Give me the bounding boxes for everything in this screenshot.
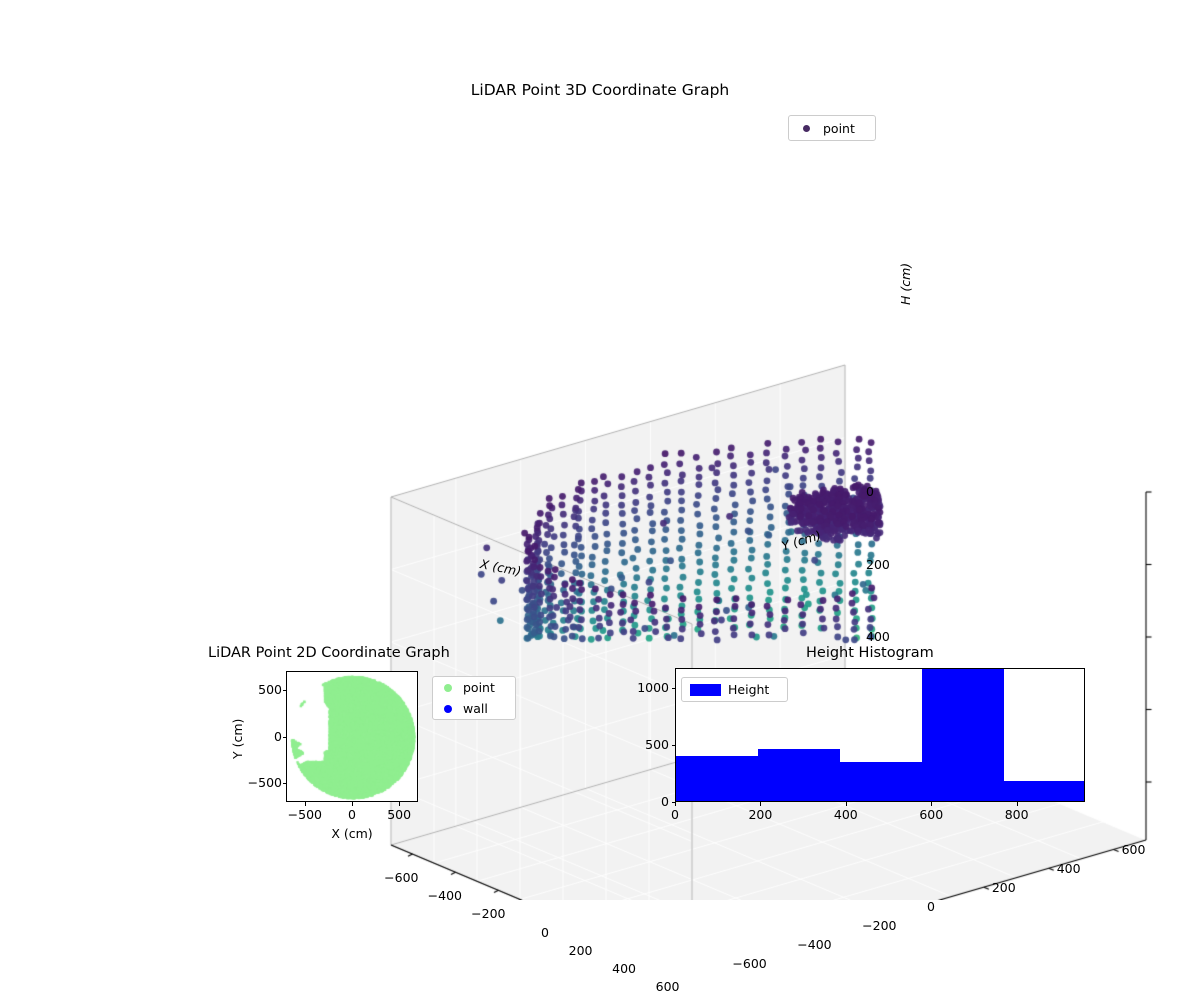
histogram-xtick-mark-0 xyxy=(675,802,676,806)
histogram-xtick-4: 800 xyxy=(1004,807,1029,822)
ytick-label-4: 200 xyxy=(991,880,1016,896)
histogram-bar-4 xyxy=(1004,781,1084,801)
ytick-label-2: −200 xyxy=(862,917,897,933)
legend-item-wall: wall xyxy=(433,698,515,719)
histogram-xtick-mark-4 xyxy=(1016,802,1018,806)
bar-patch-icon xyxy=(682,683,728,696)
circle-icon xyxy=(433,683,463,692)
plot2d-ytick-1: 0 xyxy=(274,728,282,744)
xtick-label-1: −400 xyxy=(427,888,462,904)
histogram-title: Height Histogram xyxy=(806,645,934,661)
histogram-bar-0 xyxy=(676,755,758,801)
ztick-label-1: 200 xyxy=(866,556,890,572)
histogram-ytick-0: 0 xyxy=(661,794,669,809)
xtick-label-3: 0 xyxy=(541,924,549,940)
legend-item-point: point xyxy=(433,677,515,698)
legend-histogram[interactable]: Height xyxy=(681,677,788,702)
xtick-label-4: 200 xyxy=(568,942,593,958)
xtick-label-0: −600 xyxy=(384,870,419,886)
ytick-label-1: −400 xyxy=(797,936,832,952)
xtick-label-6: 600 xyxy=(655,978,680,994)
histogram-xtick-0: 0 xyxy=(671,807,679,822)
histogram-ytick-1: 500 xyxy=(645,737,669,753)
legend-label-wall: wall xyxy=(463,701,488,716)
plot2d-xtick-2: 500 xyxy=(387,807,412,822)
histogram-xtick-mark-3 xyxy=(931,802,933,806)
plot2d-xtick-mark-2 xyxy=(399,802,401,806)
plot2d-ytick-mark-1 xyxy=(282,736,286,738)
circle-icon xyxy=(433,704,463,713)
legend-item-height: Height xyxy=(682,678,787,701)
histogram-xtick-3: 600 xyxy=(919,807,944,822)
histogram-xtick-mark-1 xyxy=(760,802,762,806)
ytick-label-6: 600 xyxy=(1121,842,1146,858)
histogram-ytick-mark-2 xyxy=(671,688,675,690)
histogram-bar-1 xyxy=(758,749,840,801)
histogram-bar-2 xyxy=(840,761,922,801)
histogram-xtick-2: 400 xyxy=(833,807,858,822)
lidar-2d-axes xyxy=(286,671,418,802)
legend-label-height: Height xyxy=(728,682,770,697)
plot2d-ytick-2: 500 xyxy=(258,681,282,697)
histogram-ytick-mark-1 xyxy=(671,745,675,747)
ytick-label-3: 0 xyxy=(927,899,935,914)
xtick-label-5: 400 xyxy=(612,960,636,976)
ytick-label-0: −600 xyxy=(732,955,767,971)
plot2d-xtick-0: −500 xyxy=(287,807,323,822)
plot2d-xtick-mark-1 xyxy=(352,802,353,806)
plot2d-xtick-mark-0 xyxy=(304,802,306,806)
plot2d-xtick-1: 0 xyxy=(348,807,356,822)
histogram-ytick-mark-0 xyxy=(671,802,675,803)
legend-label-point: point xyxy=(823,120,855,136)
plot2d-ytick-mark-2 xyxy=(282,689,286,691)
circle-icon xyxy=(789,124,823,132)
legend-3d[interactable]: point xyxy=(788,115,876,141)
ztick-label-0: 0 xyxy=(866,484,874,499)
zaxis-label: H (cm) xyxy=(898,262,913,305)
ztick-label-2: 400 xyxy=(866,629,890,644)
plot2d-yaxis-label: Y (cm) xyxy=(230,718,245,759)
ytick-label-5: 400 xyxy=(1056,861,1081,877)
plot3d-title: LiDAR Point 3D Coordinate Graph xyxy=(470,81,730,99)
legend-2d[interactable]: point wall xyxy=(432,676,516,720)
legend-item-point: point xyxy=(789,116,875,140)
plot2d-ytick-mark-0 xyxy=(282,783,286,785)
plot2d-ytick-0: −500 xyxy=(247,775,282,791)
plot2d-title: LiDAR Point 2D Coordinate Graph xyxy=(208,645,450,661)
xtick-label-2: −200 xyxy=(471,906,506,922)
lidar-2d-scatter-plot xyxy=(287,672,417,801)
histogram-ytick-2: 1000 xyxy=(637,680,669,696)
plot2d-xaxis-label: X (cm) xyxy=(331,826,373,841)
histogram-xtick-1: 200 xyxy=(748,807,773,822)
legend-label-point: point xyxy=(463,680,495,695)
histogram-xtick-mark-2 xyxy=(845,802,847,806)
histogram-bar-3 xyxy=(922,669,1004,801)
